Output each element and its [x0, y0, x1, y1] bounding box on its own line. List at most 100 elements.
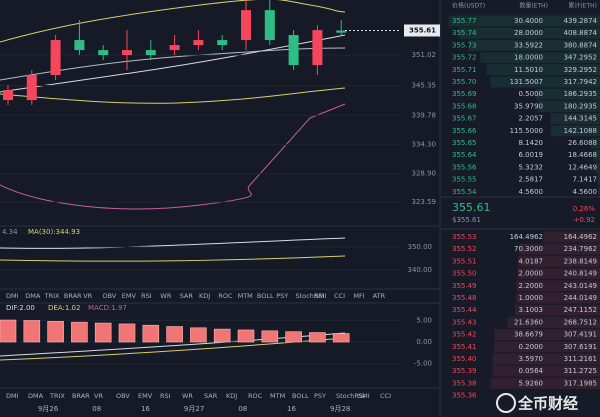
price: 355.41 — [452, 343, 477, 351]
ma-line — [0, 237, 346, 249]
indicator-tab[interactable]: DMA — [25, 292, 41, 300]
amount: 28.0000 — [514, 29, 543, 37]
macd-bar — [285, 331, 302, 343]
indicator-tab[interactable]: StochRSI — [336, 392, 365, 400]
candle-body — [98, 50, 109, 56]
indicator-tab[interactable]: BRAR — [64, 292, 82, 300]
price: 355.48 — [452, 294, 477, 302]
amount: 5.9260 — [519, 379, 544, 387]
depth-bar — [492, 353, 600, 365]
indicator-tab[interactable]: DMI — [6, 292, 19, 300]
indicator-tab[interactable]: PSY — [314, 392, 326, 400]
indicator-tab[interactable]: DMA — [28, 392, 44, 400]
indicator-tab[interactable]: MTM — [238, 292, 253, 300]
depth-bar — [468, 39, 600, 51]
indicator-tab[interactable]: SAR — [204, 392, 218, 400]
price: 355.36 — [452, 392, 477, 400]
date-label: 9月27 — [184, 405, 204, 413]
ma-label: MA(30):344.93 — [28, 228, 80, 236]
candle-body — [145, 50, 156, 56]
indicator-tab[interactable]: SMI — [358, 392, 370, 400]
depth-bar — [517, 255, 600, 267]
amount: 38.6679 — [514, 331, 543, 339]
amount: 380.8874 — [564, 41, 598, 49]
amount: 18.0000 — [514, 54, 543, 62]
amount: 317.1985 — [564, 379, 597, 387]
amount: 244.0149 — [564, 294, 597, 302]
change-pct: 0.26% — [573, 205, 596, 213]
indicator-tab[interactable]: ROC — [218, 292, 233, 300]
indicator-tab[interactable]: CCI — [334, 292, 345, 300]
indicator-tab[interactable]: BOLL — [292, 392, 309, 400]
indicator-tab[interactable]: EMV — [122, 292, 137, 300]
indicator-tab[interactable]: MTM — [270, 392, 285, 400]
indicator-tab[interactable]: VR — [83, 292, 92, 300]
price: 355.55 — [452, 176, 477, 184]
indicator-tab[interactable]: SMI — [315, 292, 327, 300]
indicator-tab[interactable]: WR — [182, 392, 193, 400]
ma-line — [0, 255, 346, 262]
candle-body — [193, 40, 204, 46]
amount: 238.8149 — [564, 257, 597, 265]
y-tick-label: 340.00 — [408, 266, 433, 274]
depth-bar — [537, 100, 600, 112]
depth-bar — [595, 161, 600, 173]
depth-bar — [486, 64, 600, 76]
macd-bar — [0, 319, 17, 343]
amount: 21.6360 — [514, 318, 543, 326]
price: 355.69 — [452, 90, 477, 98]
amount: 0.2000 — [519, 343, 544, 351]
macd-bar — [237, 329, 255, 343]
indicator-tab[interactable]: BOLL — [257, 292, 274, 300]
macd-bar — [23, 320, 41, 343]
amount: 26.6088 — [568, 139, 597, 147]
indicator-tab[interactable]: KDJ — [199, 292, 210, 300]
depth-bar — [543, 231, 600, 243]
indicator-tab[interactable]: StochRSI — [296, 292, 325, 300]
macd-bar — [94, 322, 112, 343]
y-tick-label: 323.59 — [412, 198, 437, 206]
amount: 311.2161 — [564, 355, 597, 363]
candle-body — [122, 50, 132, 56]
depth-bar — [494, 329, 600, 341]
date-label: 9月28 — [330, 405, 350, 413]
indicator-tab[interactable]: ATR — [373, 292, 386, 300]
indicator-tab[interactable]: RSI — [141, 292, 152, 300]
indicator-tab[interactable]: PSY — [276, 292, 288, 300]
depth-bar — [550, 113, 600, 125]
indicator-tab[interactable]: BRAR — [72, 392, 90, 400]
amount: 329.2952 — [564, 66, 597, 74]
amount: 408.8874 — [564, 29, 598, 37]
indicator-tab[interactable]: DMI — [6, 392, 19, 400]
amount: 4.5600 — [573, 188, 598, 196]
indicator-tab[interactable]: VR — [94, 392, 103, 400]
amount: 268.7512 — [564, 318, 597, 326]
indicator-tab[interactable]: ROC — [248, 392, 263, 400]
indicator-tab[interactable]: CCI — [380, 392, 391, 400]
amount: 307.4191 — [564, 331, 597, 339]
depth-bar — [448, 15, 600, 27]
indicator-tab[interactable]: KDJ — [226, 392, 237, 400]
dea-label: DEA:1.02 — [48, 304, 80, 312]
amount: 8.1420 — [519, 139, 544, 147]
macd-bar — [142, 324, 160, 343]
indicator-tab[interactable]: MFI — [353, 292, 364, 300]
indicator-tab[interactable]: EMV — [138, 392, 153, 400]
amount: 35.9790 — [514, 102, 543, 110]
indicator-tab[interactable]: OBV — [116, 392, 130, 400]
indicator-tab[interactable]: TRIX — [49, 392, 65, 400]
y-tick-label: 0.00 — [416, 338, 432, 346]
price: 355.43 — [452, 318, 477, 326]
column-header: 价格(USDT) — [452, 2, 485, 10]
indicator-tab[interactable]: RSI — [160, 392, 171, 400]
price: 355.66 — [452, 127, 477, 135]
indicator-tab[interactable]: TRIX — [44, 292, 60, 300]
indicator-tab[interactable]: WR — [160, 292, 171, 300]
price: 355.67 — [452, 115, 477, 123]
depth-bar — [490, 76, 600, 88]
amount: 247.1152 — [564, 306, 597, 314]
indicator-tab[interactable]: SAR — [180, 292, 194, 300]
amount: 4.0187 — [519, 257, 544, 265]
indicator-tab[interactable]: OBV — [103, 292, 117, 300]
depth-bar — [517, 268, 600, 280]
